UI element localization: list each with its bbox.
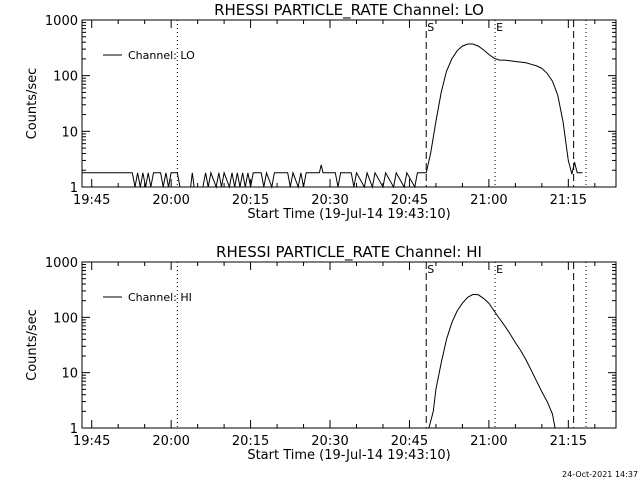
plot-frame bbox=[81, 19, 617, 188]
y-tick-label: 10 bbox=[61, 125, 78, 140]
series-line bbox=[82, 43, 583, 189]
x-tick-label: 19:45 bbox=[73, 434, 110, 449]
y-tick-label: 100 bbox=[53, 311, 78, 326]
x-tick-label: 20:15 bbox=[232, 193, 269, 208]
x-tick-label: 21:00 bbox=[470, 434, 507, 449]
footer-timestamp: 24-Oct-2021 14:37 bbox=[562, 470, 638, 479]
y-tick-label: 1 bbox=[70, 422, 78, 437]
x-tick-label: 21:15 bbox=[550, 193, 587, 208]
marker-label: S bbox=[427, 263, 434, 276]
x-tick-label: 21:00 bbox=[470, 193, 507, 208]
y-tick-label: 10 bbox=[61, 367, 78, 382]
legend-label: Channel: LO bbox=[128, 49, 195, 62]
x-tick-label: 20:15 bbox=[232, 434, 269, 449]
x-tick-label: 19:45 bbox=[73, 193, 110, 208]
x-tick-label: 20:30 bbox=[311, 434, 348, 449]
y-tick-label: 1000 bbox=[45, 14, 78, 29]
x-axis-label: Start Time (19-Jul-14 19:43:10) bbox=[247, 448, 450, 463]
y-axis-label: Counts/sec bbox=[25, 68, 40, 140]
x-tick-label: 20:30 bbox=[311, 193, 348, 208]
plot-frame bbox=[81, 261, 617, 429]
marker-label: E bbox=[496, 263, 503, 276]
y-tick-label: 1 bbox=[70, 181, 78, 196]
panel-hi: RHESSI PARTICLE_RATE Channel: HI 19:45 20:… bbox=[25, 243, 617, 463]
chart-title: RHESSI PARTICLE_RATE Channel: LO bbox=[214, 1, 484, 20]
legend-label: Channel: HI bbox=[128, 291, 192, 304]
x-tick-label: 21:15 bbox=[550, 434, 587, 449]
x-axis-label: Start Time (19-Jul-14 19:43:10) bbox=[247, 207, 450, 222]
panel-lo: RHESSI PARTICLE_RATE Channel: LO 19:45 20:… bbox=[25, 1, 617, 222]
x-tick-label: 20:45 bbox=[391, 434, 428, 449]
x-tick-label: 20:45 bbox=[391, 193, 428, 208]
y-axis-label: Counts/sec bbox=[25, 309, 40, 381]
x-tick-label: 20:00 bbox=[152, 193, 189, 208]
x-tick-label: 20:00 bbox=[152, 434, 189, 449]
marker-label: S bbox=[427, 21, 434, 34]
y-tick-label: 100 bbox=[53, 70, 78, 85]
marker-label: E bbox=[496, 21, 503, 34]
series-line bbox=[428, 293, 556, 429]
y-tick-label: 1000 bbox=[45, 256, 78, 271]
chart-title: RHESSI PARTICLE_RATE Channel: HI bbox=[216, 243, 482, 262]
